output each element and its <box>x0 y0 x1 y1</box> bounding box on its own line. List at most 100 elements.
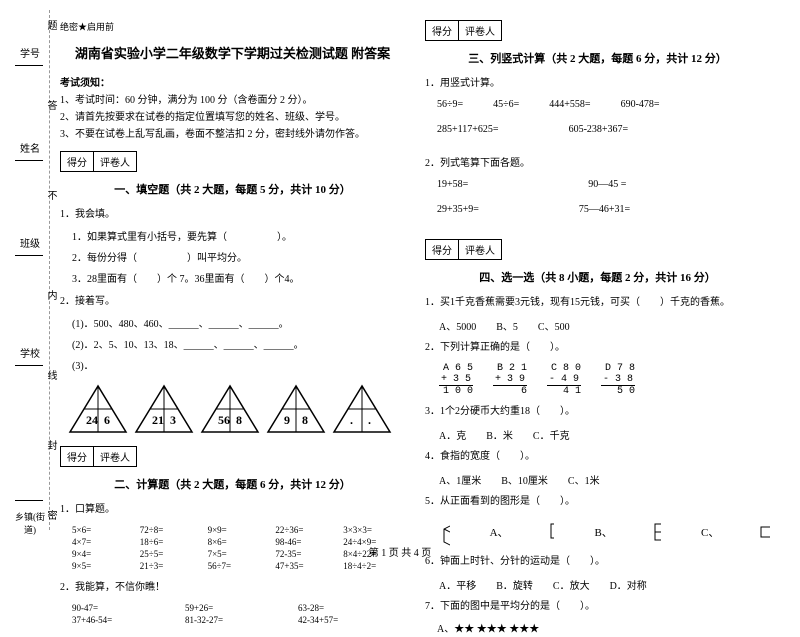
vert-char: 密 <box>43 510 58 520</box>
side-label-id: 学号 <box>15 45 45 60</box>
s2q1: 1．口算题。 <box>60 503 405 517</box>
vert-char: 内 <box>43 290 58 300</box>
s4q3: 3．1个2分硬币大约重18（ ）。 <box>425 405 770 419</box>
q2: 2．接着写。 <box>60 295 405 309</box>
notice-head: 考试须知： <box>60 77 405 91</box>
side-div <box>15 160 43 161</box>
eq: 56÷9= <box>437 99 463 110</box>
calc-cell: 3×3×3= <box>343 525 405 535</box>
s2q2: 2．我能算，不信你瞧！ <box>60 581 405 595</box>
calc-cell: 42-34+57= <box>298 615 405 625</box>
opt: C、500 <box>538 318 570 333</box>
svg-text:8: 8 <box>236 413 242 427</box>
iso-cube-icon <box>439 517 450 547</box>
s4q7: 7．下面的图中是平均分的是（ ）。 <box>425 600 770 614</box>
svg-text:56: 56 <box>218 413 230 427</box>
svg-text:6: 6 <box>104 413 110 427</box>
s4q1opts: A、5000 B、5 C、500 <box>439 318 770 333</box>
opt: B．米 <box>486 427 513 442</box>
vert-char: 封 <box>43 440 58 450</box>
q2b: (2)．2、5、10、13、18、______、______、______。 <box>72 338 405 353</box>
q1a: 1．如果算式里有小括号，要先算（ ）。 <box>72 230 405 245</box>
section4-scorebox: 得分 评卷人 <box>425 239 770 260</box>
opt: A．平移 <box>439 577 476 592</box>
s3q2: 2．列式笔算下面各题。 <box>425 157 770 171</box>
binding-sideband: 学号 姓名 班级 学校 乡镇(街道) 题 答 不 内 线 封 密 <box>15 10 50 530</box>
opt: B、 <box>594 524 612 540</box>
calc-row: 9×5=21÷3=56÷7=47+35=18÷4÷2= <box>72 561 405 571</box>
section4-head: 四、选一选（共 8 小题，每题 2 分，共计 16 分） <box>425 269 770 285</box>
calc-cell: 72÷8= <box>140 525 202 535</box>
notice-item: 2、请首先按要求在试卷的指定位置填写您的姓名、班级、学号。 <box>60 111 405 125</box>
notice-block: 考试须知： 1、考试时间：60 分钟，满分为 100 分（含卷面分 2 分）。 … <box>60 74 405 145</box>
eq: 29+35+9= <box>437 204 479 215</box>
opt: C、1米 <box>568 472 600 487</box>
section3-scorebox: 得分 评卷人 <box>425 20 770 41</box>
calc-cell: 21÷3= <box>140 561 202 571</box>
calc-row: 5×6=72÷8=9×9=22÷36=3×3×3= <box>72 525 405 535</box>
vert-char: 不 <box>43 190 58 200</box>
vert-char: 答 <box>43 100 58 110</box>
arith-b: B 2 1 + 3 9 6 <box>493 363 527 397</box>
eq: 285+117+625= <box>437 124 499 135</box>
calc-cell: 22÷36= <box>275 525 337 535</box>
eq: 75—46+31= <box>579 204 630 215</box>
opt: A、 <box>490 524 509 540</box>
page-footer: 第 1 页 共 4 页 <box>0 544 800 559</box>
section3-head: 三、列竖式计算（共 2 大题，每题 6 分，共计 12 分） <box>425 50 770 66</box>
calc-cell: 18÷4÷2= <box>343 561 405 571</box>
calc-cell: 37+46-54= <box>72 615 179 625</box>
s4q2: 2．下列计算正确的是（ ）。 <box>425 341 770 355</box>
eq: 605-238+367= <box>569 124 629 135</box>
svg-text:.: . <box>368 413 371 427</box>
vert-char: 线 <box>43 370 58 380</box>
score-cell: 得分 <box>61 152 94 171</box>
calc-cell: 81-32-27= <box>185 615 292 625</box>
opt: B．旋转 <box>496 577 533 592</box>
q1c: 3．28里面有（ ）个 7。36里面有（ ）个4。 <box>72 272 405 287</box>
opt: A．克 <box>439 427 466 442</box>
secret-label: 绝密★启用前 <box>60 20 405 33</box>
triangle-row: 24621356898.. <box>68 384 405 434</box>
eq: 690-478= <box>621 99 660 110</box>
opt: B、5 <box>496 318 518 333</box>
side-div <box>15 255 43 256</box>
opt: B、10厘米 <box>501 472 548 487</box>
eq: 19+58= <box>437 179 468 190</box>
side-label-name: 姓名 <box>15 140 45 155</box>
row3-icon <box>759 525 770 539</box>
side-div <box>15 500 43 501</box>
opt: D．对称 <box>610 577 647 592</box>
s3rowb1: 19+58= 90—45 = <box>437 179 770 190</box>
s4q5: 5．从正面看到的图形是（ ）。 <box>425 495 770 509</box>
s3rowb2: 29+35+9= 75—46+31= <box>437 204 770 215</box>
page: 绝密★启用前 湖南省实验小学二年级数学下学期过关检测试题 附答案 考试须知： 1… <box>0 0 800 545</box>
s4q4: 4．食指的宽度（ ）。 <box>425 450 770 464</box>
calc-cell: 56÷7= <box>208 561 270 571</box>
right-column: 得分 评卷人 三、列竖式计算（共 2 大题，每题 6 分，共计 12 分） 1．… <box>415 20 780 545</box>
grader-cell: 评卷人 <box>94 152 136 171</box>
score-cell: 得分 <box>61 447 94 466</box>
opt: A、1厘米 <box>439 472 481 487</box>
score-cell: 得分 <box>426 21 459 40</box>
s4q1: 1．买1千克香蕉需要3元钱，现有15元钱，可买（ ）千克的香蕉。 <box>425 296 770 310</box>
l-shape-icon <box>653 522 661 542</box>
side-label-school: 学校 <box>15 345 45 360</box>
score-cell: 得分 <box>426 240 459 259</box>
notice-item: 1、考试时间：60 分钟，满分为 100 分（含卷面分 2 分）。 <box>60 94 405 108</box>
section2-head: 二、计算题（共 2 大题，每题 6 分，共计 12 分） <box>60 476 405 492</box>
triangle-svg: 24621356898.. <box>68 384 398 434</box>
left-column: 绝密★启用前 湖南省实验小学二年级数学下学期过关检测试题 附答案 考试须知： 1… <box>50 20 415 545</box>
vert-char: 题 <box>43 20 58 30</box>
side-div <box>15 65 43 66</box>
side-label-town: 乡镇(街道) <box>15 510 45 536</box>
eq: 444+558= <box>549 99 590 110</box>
s3row1: 56÷9= 45÷6= 444+558= 690-478= <box>437 99 770 110</box>
section1-head: 一、填空题（共 2 大题，每题 5 分，共计 10 分） <box>60 181 405 197</box>
opt: C、 <box>701 524 719 540</box>
arith-a: A 6 5 + 3 5 1 0 0 <box>439 363 473 397</box>
arith-d: D 7 8 - 3 8 5 0 <box>601 363 635 397</box>
s4q6opts: A．平移 B．旋转 C．放大 D．对称 <box>439 577 770 592</box>
calc-cell: 5×6= <box>72 525 134 535</box>
svg-text:.: . <box>350 413 353 427</box>
